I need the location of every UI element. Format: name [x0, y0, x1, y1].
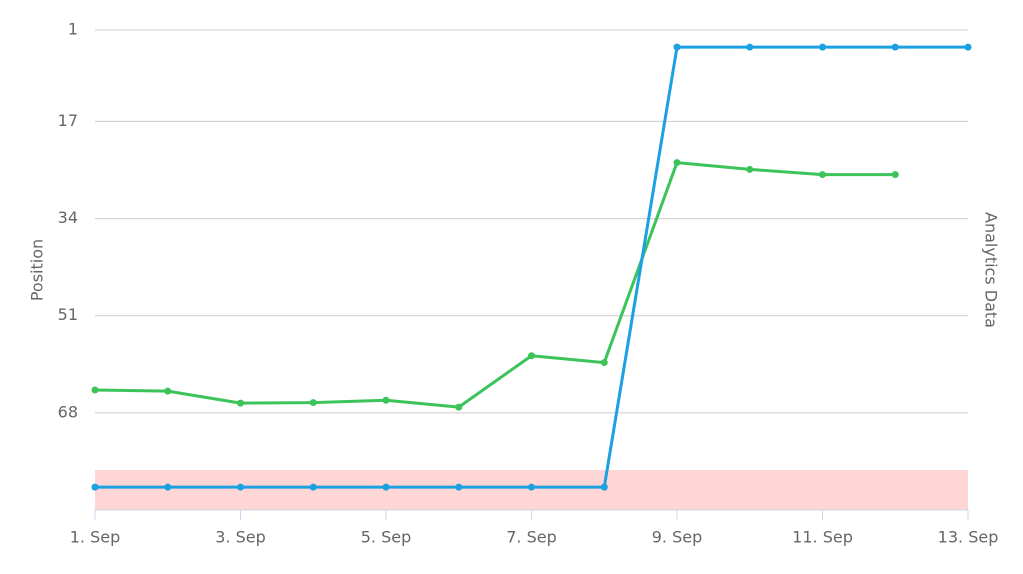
x-tick-label: 7. Sep — [506, 528, 557, 547]
x-tick-label: 1. Sep — [70, 528, 121, 547]
data-point — [164, 483, 172, 491]
y-tick-label: 51 — [58, 305, 78, 324]
data-point — [891, 43, 899, 51]
data-point — [91, 483, 99, 491]
y-tick-label: 1 — [68, 20, 78, 39]
data-point — [382, 396, 390, 404]
data-point — [455, 403, 463, 411]
data-point — [309, 483, 317, 491]
data-point — [600, 359, 608, 367]
series-line — [95, 45, 968, 489]
series-line — [94, 161, 896, 409]
y-axis-title: Position — [28, 239, 47, 301]
x-tick-label: 9. Sep — [652, 528, 703, 547]
x-tick-label: 11. Sep — [792, 528, 853, 547]
y-tick-label: 17 — [58, 111, 78, 130]
data-point — [819, 43, 826, 51]
data-point — [746, 165, 754, 173]
data-point — [382, 483, 390, 491]
data-point — [91, 386, 99, 394]
data-point — [164, 387, 172, 395]
x-tick-label: 3. Sep — [215, 528, 266, 547]
data-point — [237, 399, 244, 407]
y-tick-label: 68 — [58, 402, 78, 421]
data-point — [891, 171, 899, 179]
y-tick-label: 34 — [58, 208, 78, 227]
y2-axis-title: Analytics Data — [982, 212, 1001, 328]
x-tick-label: 5. Sep — [361, 528, 412, 547]
data-point — [746, 43, 754, 51]
data-point — [964, 43, 972, 51]
data-point — [600, 483, 608, 491]
data-point — [819, 171, 826, 179]
data-point — [673, 43, 681, 51]
data-point — [673, 159, 681, 167]
data-point — [528, 483, 535, 491]
data-point — [309, 399, 317, 407]
data-point — [528, 352, 535, 360]
data-point — [455, 483, 463, 491]
data-point — [237, 483, 244, 491]
x-tick-label: 13. Sep — [938, 528, 999, 547]
